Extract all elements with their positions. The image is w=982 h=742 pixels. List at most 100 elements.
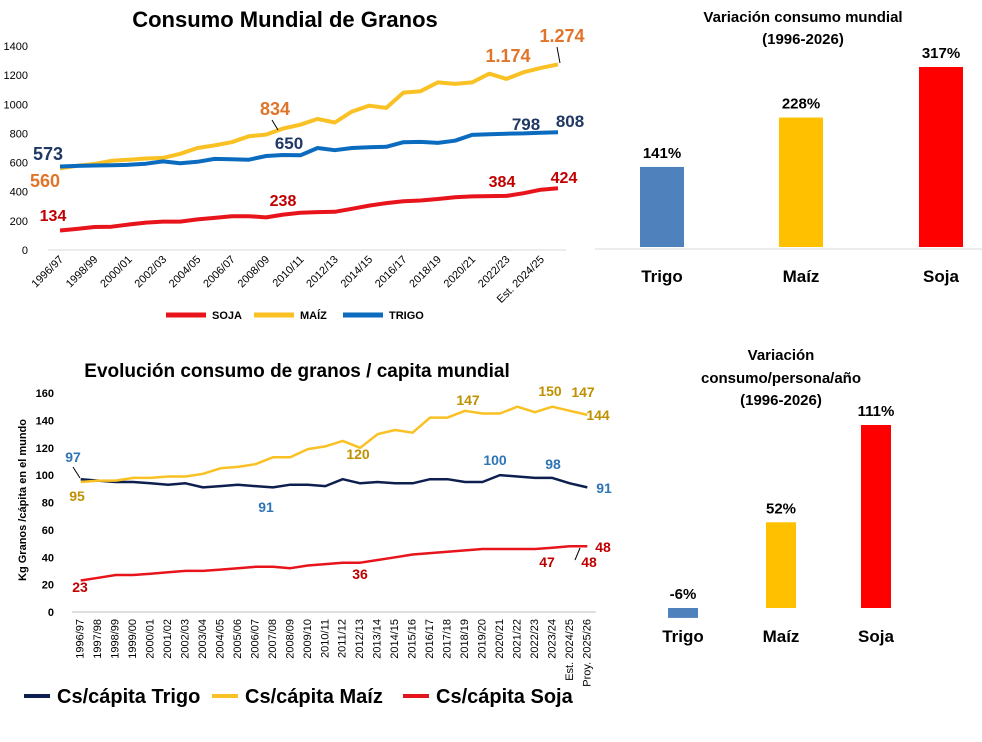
chart1-annotation: 1.274 xyxy=(539,26,584,46)
chart3-xtick: 2014/15 xyxy=(389,619,401,659)
chart3-ytick: 0 xyxy=(48,607,54,619)
chart1-xtick: 2016/17 xyxy=(373,254,410,291)
chart1-ytick: 0 xyxy=(22,245,28,257)
chart3-xtick: 2008/09 xyxy=(284,619,296,659)
chart3-xtick: 1997/98 xyxy=(92,619,104,659)
chart3-xtick: 2007/08 xyxy=(267,619,279,659)
chart3-xtick: 2017/18 xyxy=(442,619,454,659)
chart3-annotation: 91 xyxy=(596,480,612,496)
chart3-xtick: 2002/03 xyxy=(180,619,192,659)
chart3-legend-label: Cs/cápita Trigo xyxy=(57,686,200,708)
chart2-title: Variación consumo mundial xyxy=(703,9,902,26)
chart1-xtick: 2018/19 xyxy=(407,254,444,291)
chart1-xtick: 2000/01 xyxy=(98,254,135,291)
chart1-annotation: 134 xyxy=(40,208,67,225)
chart1-title: Consumo Mundial de Granos xyxy=(132,7,438,32)
chart3-annotation: 98 xyxy=(545,456,561,472)
chart3-ytick: 40 xyxy=(42,552,54,564)
chart1-xtick: 1996/97 xyxy=(30,254,67,291)
chart3-xtick: Proy. 2025/26 xyxy=(581,619,593,687)
chart3-xtick: 2004/05 xyxy=(214,619,226,659)
chart1-xtick: 1998/99 xyxy=(64,254,101,291)
c4-bar-soja xyxy=(861,425,891,608)
chart3-annotation: 48 xyxy=(595,539,611,555)
chart3-annotation: 47 xyxy=(539,554,555,570)
chart3-annotation: 91 xyxy=(258,499,274,515)
chart4-subtitle2: (1996-2026) xyxy=(740,392,822,409)
chart1-annotation: 808 xyxy=(556,112,584,131)
chart3-xtick: 2018/19 xyxy=(459,619,471,659)
chart3-xtick: 2012/13 xyxy=(354,619,366,659)
c2-category-label: Trigo xyxy=(641,267,683,286)
chart1-series-trigo xyxy=(59,130,559,169)
chart3-series xyxy=(80,405,588,484)
c2-bar-maíz xyxy=(779,117,823,247)
chart2-subtitle: (1996-2026) xyxy=(762,31,844,48)
chart1-world-grain-consumption: 02004006008001000120014001996/971998/992… xyxy=(4,26,585,322)
chart1-xtick: 2002/03 xyxy=(133,254,170,291)
chart1-annotation: 560 xyxy=(30,171,60,191)
chart3-xtick: 2019/20 xyxy=(476,619,488,659)
chart3-annotation: 97 xyxy=(65,449,81,465)
chart1-annotation: 573 xyxy=(33,144,63,164)
chart3-leader xyxy=(72,466,81,479)
chart3-xtick: 2022/23 xyxy=(529,619,541,659)
chart1-ytick: 800 xyxy=(10,128,28,140)
chart3-annotation: 23 xyxy=(72,579,88,595)
chart3-annotation: 147 xyxy=(456,392,480,408)
c4-bar-label: 111% xyxy=(858,403,895,420)
chart3-title: Evolución consumo de granos / capita mun… xyxy=(84,361,509,382)
chart3-ytick: 60 xyxy=(42,525,54,537)
chart3-xtick: 1999/00 xyxy=(127,619,139,659)
chart3-xtick: 2006/07 xyxy=(249,619,261,659)
chart3-xtick: 1996/97 xyxy=(75,619,87,659)
chart1-xtick: 2020/21 xyxy=(442,254,479,291)
chart4-title: Variación xyxy=(748,347,815,364)
chart3-ytick: 20 xyxy=(42,580,54,592)
chart4-per-capita-variation: -6% Trigo 52% Maíz 111% Soja xyxy=(662,403,894,646)
chart3-ytick: 120 xyxy=(36,443,54,455)
chart3-xtick: 2020/21 xyxy=(494,619,506,659)
chart1-xtick: 2010/11 xyxy=(271,254,307,290)
chart3-xtick: 2016/17 xyxy=(424,619,436,659)
chart3-annotation: 95 xyxy=(69,488,85,504)
c2-bar-trigo xyxy=(640,166,684,247)
chart3-ylabel: Kg Granos /cápita en el mundo xyxy=(17,419,29,581)
chart1-annotation: 798 xyxy=(512,115,540,134)
chart1-xtick: 2014/15 xyxy=(339,254,376,291)
c2-bar-label: 141% xyxy=(643,145,681,162)
chart3-annotation: 36 xyxy=(352,566,368,582)
chart1-xtick: 2006/07 xyxy=(201,254,238,291)
chart1-ytick: 1200 xyxy=(4,70,28,82)
c4-category-label: Soja xyxy=(858,627,894,646)
chart3-xtick: 1998/99 xyxy=(110,619,122,659)
chart3-xtick: 2023/24 xyxy=(546,619,558,659)
chart1-ytick: 400 xyxy=(10,187,28,199)
chart3-xtick: 2009/10 xyxy=(302,619,314,659)
chart1-leader xyxy=(271,119,279,131)
chart1-annotation: 1.174 xyxy=(485,46,530,66)
chart3-legend-label: Cs/cápita Soja xyxy=(436,686,574,708)
chart1-xtick: 2008/09 xyxy=(236,254,273,291)
chart1-series-soja xyxy=(59,186,559,233)
chart3-legend-label: Cs/cápita Maíz xyxy=(245,686,383,708)
chart3-xtick: 2013/14 xyxy=(372,619,384,659)
c2-category-label: Soja xyxy=(923,267,959,286)
chart3-xtick: 2001/02 xyxy=(162,619,174,659)
c4-bar-label: -6% xyxy=(670,586,697,603)
chart3-xtick: 2011/12 xyxy=(337,619,349,658)
chart1-ytick: 1000 xyxy=(4,99,28,111)
chart1-leader xyxy=(556,46,561,64)
chart3-annotation: 120 xyxy=(346,446,370,462)
c4-bar-maíz xyxy=(766,522,796,608)
chart3-annotation: 100 xyxy=(483,452,507,468)
chart3-annotation: 150 xyxy=(538,383,562,399)
chart1-xtick: 2004/05 xyxy=(167,254,204,291)
chart1-annotation: 424 xyxy=(551,170,578,187)
chart3-xtick: 2003/04 xyxy=(197,619,209,659)
chart4-subtitle: consumo/persona/año xyxy=(701,370,861,387)
chart3-per-capita-consumption: 0 20 40 60 80 100 120 140 160 1996/97 1997/98 1998/… xyxy=(24,383,612,708)
c2-bar-label: 317% xyxy=(922,45,960,62)
chart1-xtick: 2012/13 xyxy=(304,254,341,291)
